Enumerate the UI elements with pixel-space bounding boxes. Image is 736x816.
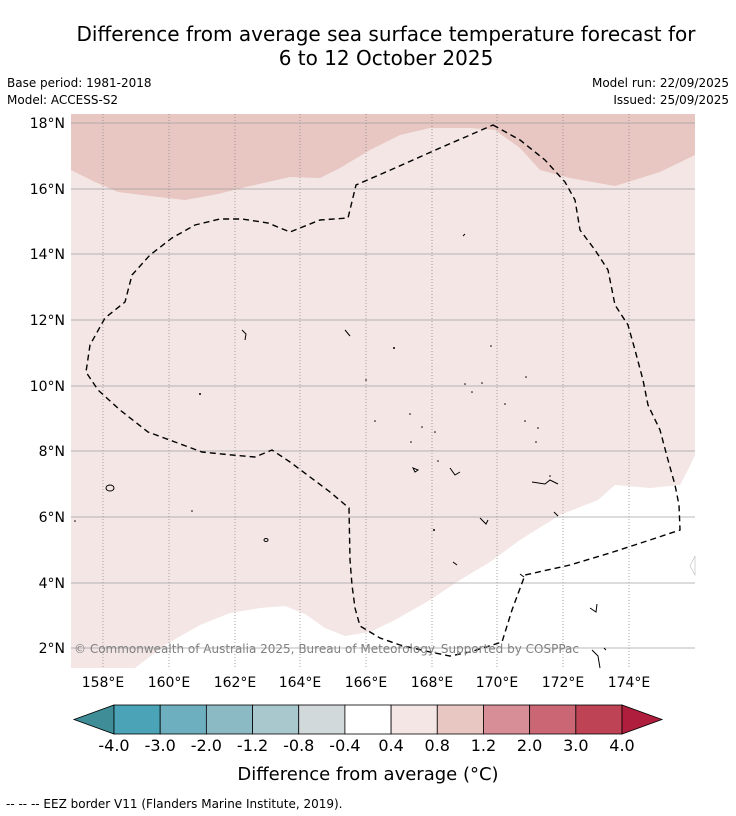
model-name-text: Model: ACCESS-S2: [7, 93, 119, 107]
colorbar: -4.0 -3.0 -2.0 -1.2 -0.8 -0.4 0.4 0.8 1.2 2.0 3.0 4…: [72, 704, 664, 755]
lon-label-172e: 172°E: [542, 675, 585, 691]
colorbar-tick-label: -3.0: [145, 736, 176, 755]
anomaly-region-0-8-to-1-2: [71, 114, 695, 200]
colorbar-swatch: [205, 704, 253, 735]
colorbar-under-triangle: [72, 704, 115, 735]
lat-label-4n: 4°N: [39, 576, 65, 592]
colorbar-tick-label: 2.0: [517, 736, 542, 755]
colorbar-tick-label: -4.0: [98, 736, 129, 755]
graticule-latitudes: [71, 122, 695, 649]
colorbar-tick-label: 3.0: [563, 736, 588, 755]
lat-label-2n: 2°N: [39, 641, 65, 657]
colorbar-tick-label: 4.0: [609, 736, 634, 755]
lon-label-158e: 158°E: [82, 675, 125, 691]
copyright-text: © Commonwealth of Australia 2025, Bureau…: [74, 642, 579, 656]
colorbar-swatch: [344, 704, 392, 735]
lon-label-166e: 166°E: [345, 675, 388, 691]
colorbar-swatch: [529, 704, 577, 735]
colorbar-swatch: [252, 704, 300, 735]
colorbar-tick-label: -2.0: [191, 736, 222, 755]
eez-legend-note: -- -- -- EEZ border V11 (Flanders Marine…: [6, 797, 343, 811]
colorbar-tick-label: -0.8: [283, 736, 314, 755]
map-title-line-2: 6 to 12 October 2025: [278, 46, 494, 70]
base-period-text: Base period: 1981-2018: [7, 76, 152, 90]
colorbar-title: Difference from average (°C): [237, 764, 499, 785]
lon-label-164e: 164°E: [279, 675, 322, 691]
lat-label-10n: 10°N: [30, 379, 65, 395]
colorbar-tick-label: -1.2: [237, 736, 268, 755]
lon-label-170e: 170°E: [476, 675, 519, 691]
atoll-dots: [74, 345, 551, 531]
anomaly-region-near-average: [135, 455, 695, 668]
islands: [105, 233, 607, 669]
colorbar-swatch: [436, 704, 484, 735]
lon-label-168e: 168°E: [411, 675, 454, 691]
graticule: [102, 114, 630, 668]
lat-label-14n: 14°N: [30, 247, 65, 263]
longitude-labels: 158°E 160°E 162°E 164°E 166°E 168°E 170°…: [82, 675, 651, 691]
colorbar-tick-label: -0.4: [329, 736, 360, 755]
lon-label-174e: 174°E: [608, 675, 651, 691]
colorbar-tick-label: 0.4: [378, 736, 403, 755]
colorbar-tick-label: 1.2: [471, 736, 496, 755]
issued-date-text: Issued: 25/09/2025: [613, 93, 729, 107]
lat-label-12n: 12°N: [30, 313, 65, 329]
lon-label-160e: 160°E: [148, 675, 191, 691]
colorbar-swatch: [390, 704, 438, 735]
colorbar-swatch: [483, 704, 531, 735]
map-title-line-1: Difference from average sea surface temp…: [76, 22, 696, 46]
colorbar-swatch: [159, 704, 207, 735]
lat-label-16n: 16°N: [30, 182, 65, 198]
lat-label-6n: 6°N: [39, 510, 65, 526]
colorbar-tick-label: 0.8: [425, 736, 450, 755]
latitude-labels: 18°N 16°N 14°N 12°N 10°N 8°N 6°N 4°N 2°N: [30, 116, 65, 657]
eez-border: [85, 124, 681, 657]
colorbar-swatch: [113, 704, 161, 735]
coast-bump-east: [689, 555, 696, 577]
lat-label-8n: 8°N: [39, 444, 65, 460]
lon-label-162e: 162°E: [214, 675, 257, 691]
model-run-text: Model run: 22/09/2025: [591, 76, 729, 90]
colorbar-swatch: [298, 704, 346, 735]
lat-label-18n: 18°N: [30, 116, 65, 132]
colorbar-over-triangle: [621, 704, 664, 735]
colorbar-swatch: [575, 704, 623, 735]
